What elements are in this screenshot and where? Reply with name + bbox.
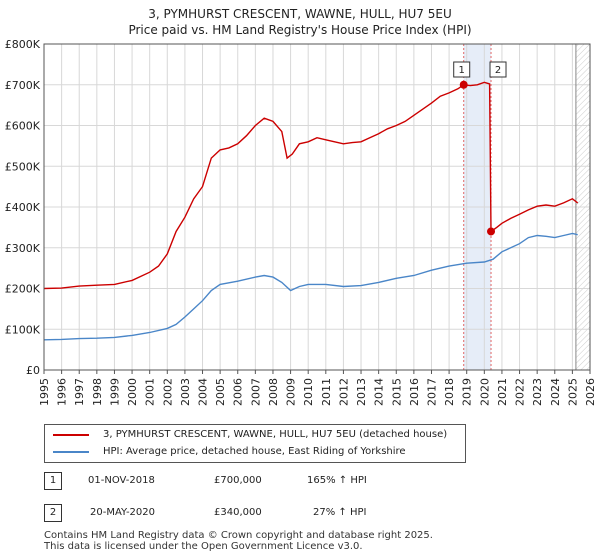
x-tick-label: 2017	[425, 378, 438, 406]
sale-label-box	[453, 61, 471, 78]
x-tick-label: 1998	[91, 378, 104, 406]
x-tick-label: 2014	[373, 378, 386, 406]
transaction-price: £340,000	[214, 507, 262, 518]
y-tick-label: £400K	[5, 201, 41, 214]
legend-label-hpi: HPI: Average price, detached house, East…	[103, 446, 406, 457]
x-tick-label: 2000	[126, 378, 139, 406]
y-tick-label: £600K	[5, 120, 41, 133]
y-tick-label: £100K	[5, 323, 41, 336]
series-line	[43, 232, 578, 341]
x-tick-label: 2011	[320, 378, 333, 406]
x-tick-label: 2001	[144, 378, 157, 406]
x-tick-label: 2025	[566, 378, 579, 406]
sale-point	[459, 80, 468, 89]
x-tick-label: 2003	[179, 378, 192, 406]
x-tick-label: 1995	[38, 378, 51, 406]
series-line	[43, 81, 579, 290]
x-tick-label: 2002	[161, 378, 174, 406]
sale-label-box	[489, 61, 507, 78]
x-tick-label: 2021	[496, 378, 509, 406]
chart-subtitle: Price paid vs. HM Land Registry's House …	[128, 23, 472, 37]
transaction-date: 20-MAY-2020	[90, 507, 156, 518]
transaction-row: 1 01-NOV-2018 £700,000 165% ↑ HPI	[44, 470, 564, 492]
y-tick-label: £0	[26, 364, 40, 377]
x-tick-label: 2018	[443, 378, 456, 406]
x-tick-label: 2024	[549, 378, 562, 406]
x-tick-label: 1999	[108, 378, 121, 406]
x-tick-label: 2008	[267, 378, 280, 406]
x-tick-label: 2009	[285, 378, 298, 406]
x-tick-label: 2004	[197, 378, 210, 406]
transaction-row: 2 20-MAY-2020 £340,000 27% ↑ HPI	[44, 502, 564, 524]
x-tick-label: 1997	[73, 378, 86, 406]
transaction-date: 01-NOV-2018	[88, 475, 155, 486]
transaction-hpi-change: 27% ↑ HPI	[313, 507, 367, 518]
x-tick-label: 2015	[390, 378, 403, 406]
x-tick-label: 2016	[408, 378, 421, 406]
y-tick-label: £800K	[5, 38, 41, 51]
footer-line-1: Contains HM Land Registry data © Crown c…	[44, 530, 433, 541]
x-tick-label: 2019	[461, 378, 474, 406]
legend-label-property: 3, PYMHURST CRESCENT, WAWNE, HULL, HU7 5…	[103, 429, 448, 440]
legend-swatch-property	[53, 434, 89, 436]
chart-legend: 3, PYMHURST CRESCENT, WAWNE, HULL, HU7 5…	[44, 424, 466, 463]
x-tick-label: 2010	[302, 378, 315, 406]
x-tick-label: 2022	[514, 378, 527, 406]
x-tick-label: 2020	[478, 378, 491, 406]
legend-swatch-hpi	[53, 451, 89, 453]
y-tick-label: £500K	[5, 160, 41, 173]
price-chart: £0 £100K £200K £300K £400K £500K £600K £700K £80…	[5, 38, 597, 406]
x-tick-label: 2005	[214, 378, 227, 406]
x-tick-label: 2012	[337, 378, 350, 406]
y-tick-label: £200K	[5, 283, 41, 296]
chart-title: 3, PYMHURST CRESCENT, WAWNE, HULL, HU7 5…	[148, 7, 452, 21]
x-tick-label: 2007	[249, 378, 262, 406]
x-tick-label: 2023	[531, 378, 544, 406]
x-tick-label: 2013	[355, 378, 368, 406]
transaction-hpi-change: 165% ↑ HPI	[307, 475, 367, 486]
y-tick-label: £300K	[5, 242, 41, 255]
transaction-marker-badge: 2	[44, 504, 62, 522]
transaction-marker-badge: 1	[44, 472, 62, 490]
sale-label: 2	[495, 65, 501, 76]
footer-line-2: This data is licensed under the Open Gov…	[44, 541, 363, 552]
y-tick-label: £700K	[5, 79, 41, 92]
sale-label: 1	[459, 65, 465, 76]
x-tick-label: 2006	[232, 378, 245, 406]
plot-frame	[43, 43, 591, 371]
transaction-price: £700,000	[214, 475, 262, 486]
copyright-footer: Contains HM Land Registry data © Crown c…	[44, 530, 433, 552]
x-tick-label: 2026	[584, 378, 597, 406]
x-tick-label: 1996	[56, 378, 69, 406]
sale-point	[487, 227, 496, 236]
